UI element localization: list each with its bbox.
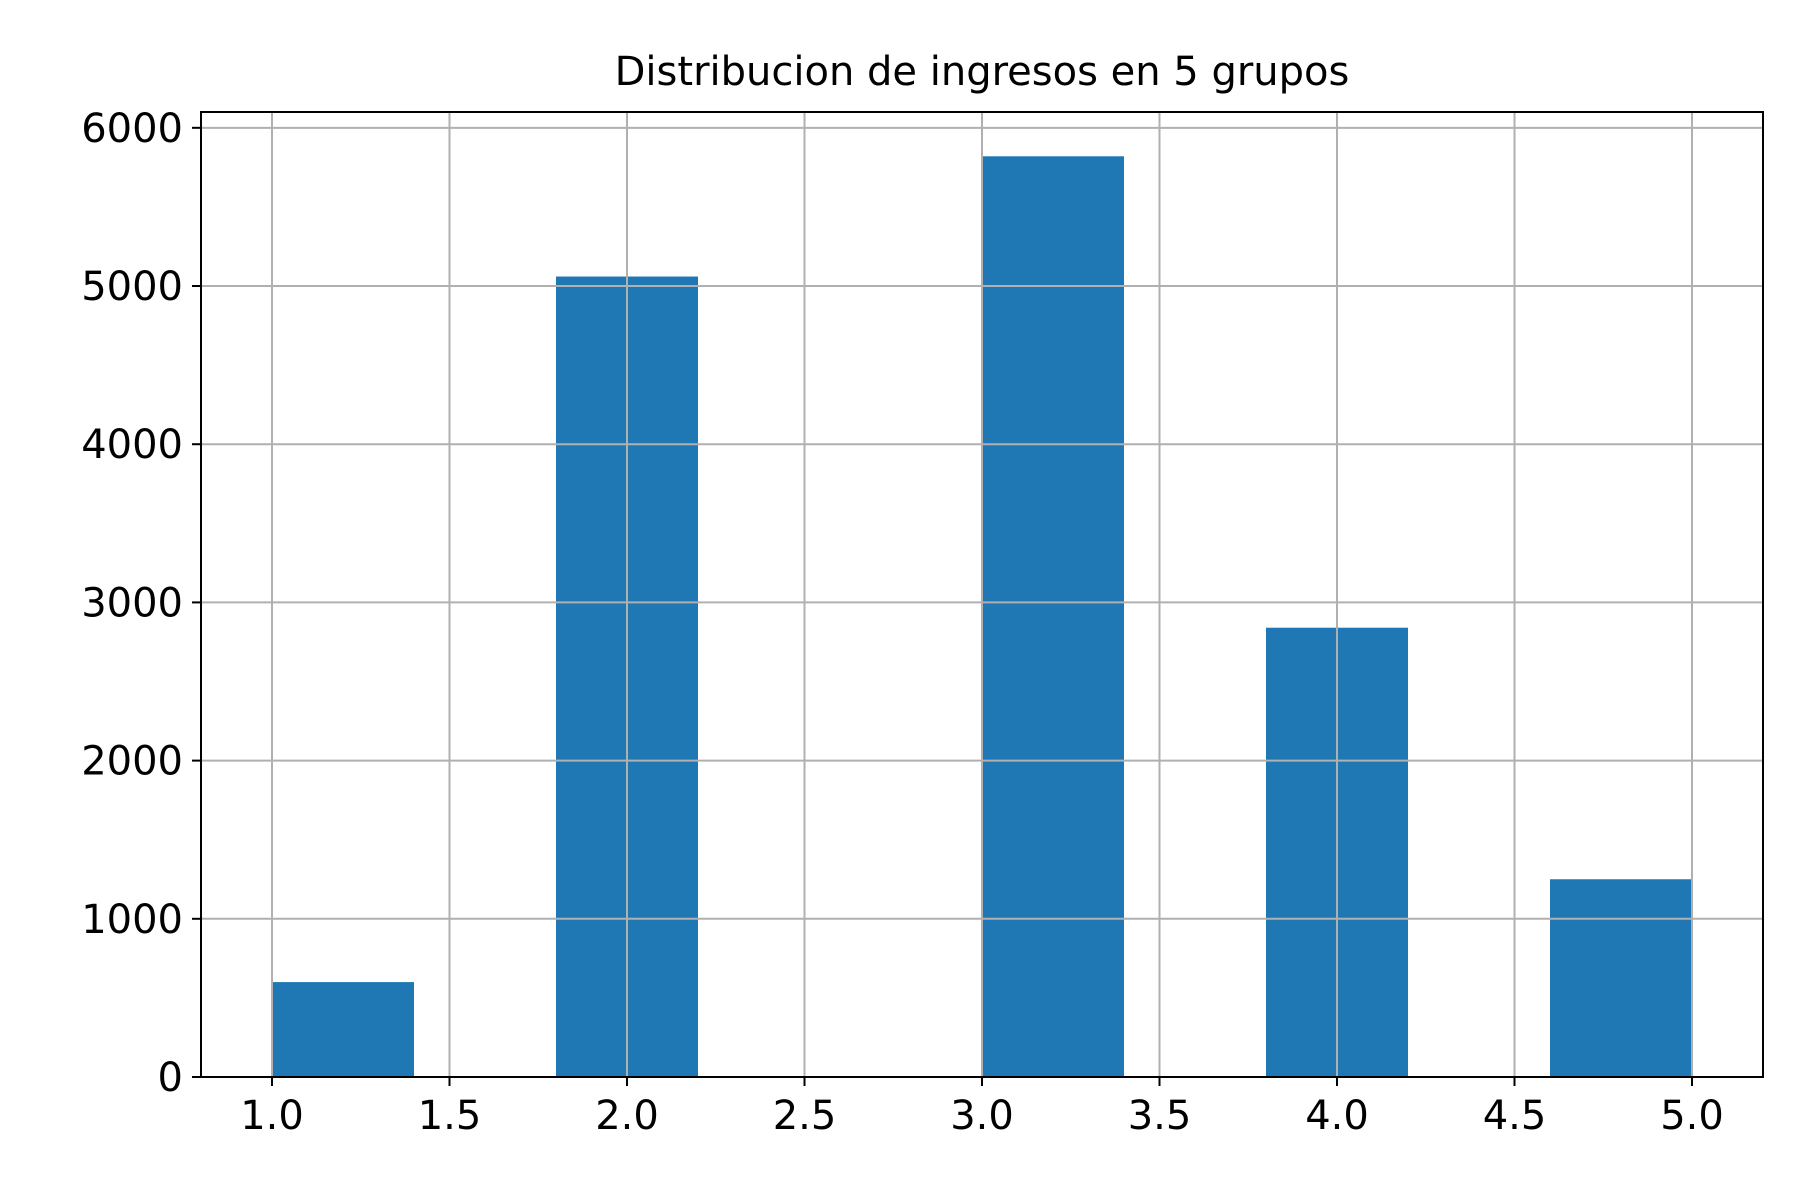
x-tick-label: 4.5	[1483, 1093, 1547, 1139]
y-tick-label: 0	[158, 1055, 183, 1101]
x-tick-label: 2.5	[773, 1093, 837, 1139]
histogram-bar	[272, 982, 414, 1077]
y-tick-label: 3000	[81, 580, 183, 626]
x-tick-label: 3.0	[950, 1093, 1014, 1139]
y-tick-label: 2000	[81, 739, 183, 785]
x-tick-label: 5.0	[1660, 1093, 1724, 1139]
tick-layer: 1.0 1.5 2.0 2.5 3.0 3.5 4.0 4.5 5.0 0 1000 2000 3000…	[81, 106, 1724, 1139]
chart-title: Distribucion de ingresos en 5 grupos	[615, 49, 1350, 95]
x-tick-label: 1.0	[240, 1093, 304, 1139]
x-tick-label: 1.5	[418, 1093, 482, 1139]
y-tick-label: 4000	[81, 422, 183, 468]
y-tick-label: 5000	[81, 264, 183, 310]
grid-layer	[201, 112, 1763, 1078]
y-tick-label: 6000	[81, 106, 183, 152]
x-tick-label: 3.5	[1128, 1093, 1192, 1139]
x-tick-label: 2.0	[595, 1093, 659, 1139]
histogram-bar	[982, 156, 1124, 1078]
x-tick-label: 4.0	[1305, 1093, 1369, 1139]
y-tick-label: 1000	[81, 897, 183, 943]
histogram-bar	[1550, 879, 1692, 1077]
